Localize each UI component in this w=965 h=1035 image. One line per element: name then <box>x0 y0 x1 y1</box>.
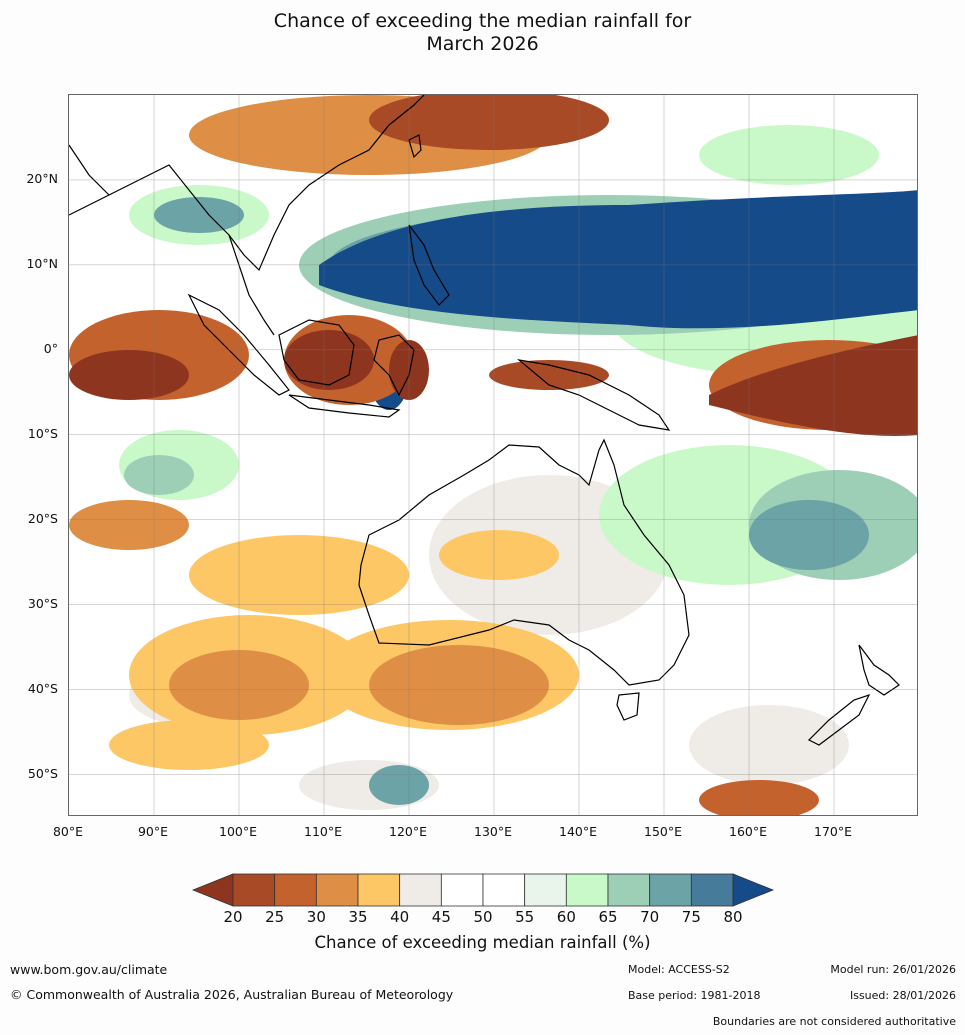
longitude-label: 170°E <box>813 824 853 839</box>
footer-copyright: © Commonwealth of Australia 2026, Austra… <box>10 987 454 1002</box>
latitude-label: 40°S <box>27 680 58 696</box>
graticule <box>69 95 917 815</box>
new-zealand-north <box>858 644 900 696</box>
latitude-label: 20°S <box>27 510 58 526</box>
new-guinea-coast <box>516 359 671 431</box>
taiwan-coast <box>408 134 422 159</box>
map-canvas <box>69 95 917 815</box>
malay-peninsula-coast <box>228 234 275 336</box>
colorbar-under-arrow <box>191 873 234 907</box>
longitude-label: 120°E <box>388 824 428 839</box>
asia-mainland-coast <box>69 95 425 272</box>
colorbar-bin <box>274 873 317 907</box>
longitude-label: 160°E <box>728 824 768 839</box>
colorbar-over-arrow <box>732 873 775 907</box>
australia-coast <box>358 438 690 686</box>
chart-title: Chance of exceeding the median rainfall … <box>0 10 965 56</box>
colorbar-tick-label: 20 <box>223 908 243 926</box>
longitude-label: 130°E <box>473 824 513 839</box>
colorbar-label: Chance of exceeding median rainfall (%) <box>314 933 651 952</box>
colorbar-bin <box>565 873 609 907</box>
colorbar-tick-label: 55 <box>515 908 535 926</box>
longitude-label: 150°E <box>643 824 683 839</box>
dry-tendency-regions <box>69 95 917 815</box>
colorbar-tick-label: 45 <box>431 908 451 926</box>
philippines-coast <box>408 224 450 306</box>
latitude-label: 0° <box>43 340 58 356</box>
colorbar-bin <box>399 873 442 907</box>
latitude-label: 30°S <box>27 595 58 611</box>
title-line-2: March 2026 <box>426 33 539 55</box>
colorbar <box>191 873 775 907</box>
colorbar-bin <box>232 873 276 907</box>
tasmania-coast <box>616 692 640 721</box>
colorbar-tick-label: 50 <box>473 908 493 926</box>
colorbar-tick-label: 40 <box>390 908 410 926</box>
sulawesi-coast <box>373 334 415 397</box>
sumatra-coast <box>187 293 290 396</box>
colorbar-tick-label: 80 <box>723 908 743 926</box>
new-zealand-south <box>807 693 871 746</box>
latitude-label: 10°S <box>27 425 58 441</box>
colorbar-bin <box>690 873 734 907</box>
footer-boundaries: Boundaries are not considered authoritat… <box>712 1015 956 1028</box>
rainfall-map <box>68 94 918 816</box>
longitude-label: 140°E <box>558 824 598 839</box>
colorbar-bin <box>649 873 692 907</box>
colorbar-tick-label: 35 <box>348 908 368 926</box>
latitude-label: 10°N <box>26 255 58 271</box>
very-wet-band <box>299 190 917 410</box>
latitude-label: 50°S <box>27 765 58 781</box>
colorbar-tick-label: 70 <box>640 908 660 926</box>
colorbar-tick-label: 75 <box>681 908 701 926</box>
longitude-label: 100°E <box>218 824 258 839</box>
colorbar-bin <box>440 873 484 907</box>
title-line-1: Chance of exceeding the median rainfall … <box>273 10 692 32</box>
colorbar-tick-label: 60 <box>556 908 576 926</box>
colorbar-tick-label: 65 <box>598 908 618 926</box>
coastlines <box>69 95 900 746</box>
footer-issued: Issued: 28/01/2026 <box>849 989 956 1002</box>
footer-model-run: Model run: 26/01/2026 <box>830 963 956 976</box>
footer-base-period: Base period: 1981-2018 <box>628 989 761 1002</box>
footer-url[interactable]: www.bom.gov.au/climate <box>10 962 168 977</box>
longitude-label: 110°E <box>303 824 343 839</box>
colorbar-tick-label: 25 <box>265 908 285 926</box>
colorbar-bin <box>482 873 526 907</box>
footer-model: Model: ACCESS-S2 <box>628 963 730 976</box>
colorbar-bin <box>524 873 567 907</box>
longitude-label: 80°E <box>52 824 84 839</box>
longitude-label: 90°E <box>137 824 169 839</box>
india-coast <box>69 144 110 196</box>
colorbar-bin <box>357 873 401 907</box>
borneo-coast <box>278 319 355 386</box>
colorbar-tick-label: 30 <box>306 908 326 926</box>
latitude-label: 20°N <box>26 170 58 186</box>
colorbar-bin <box>315 873 359 907</box>
java-coast <box>288 394 401 418</box>
colorbar-bin <box>607 873 651 907</box>
